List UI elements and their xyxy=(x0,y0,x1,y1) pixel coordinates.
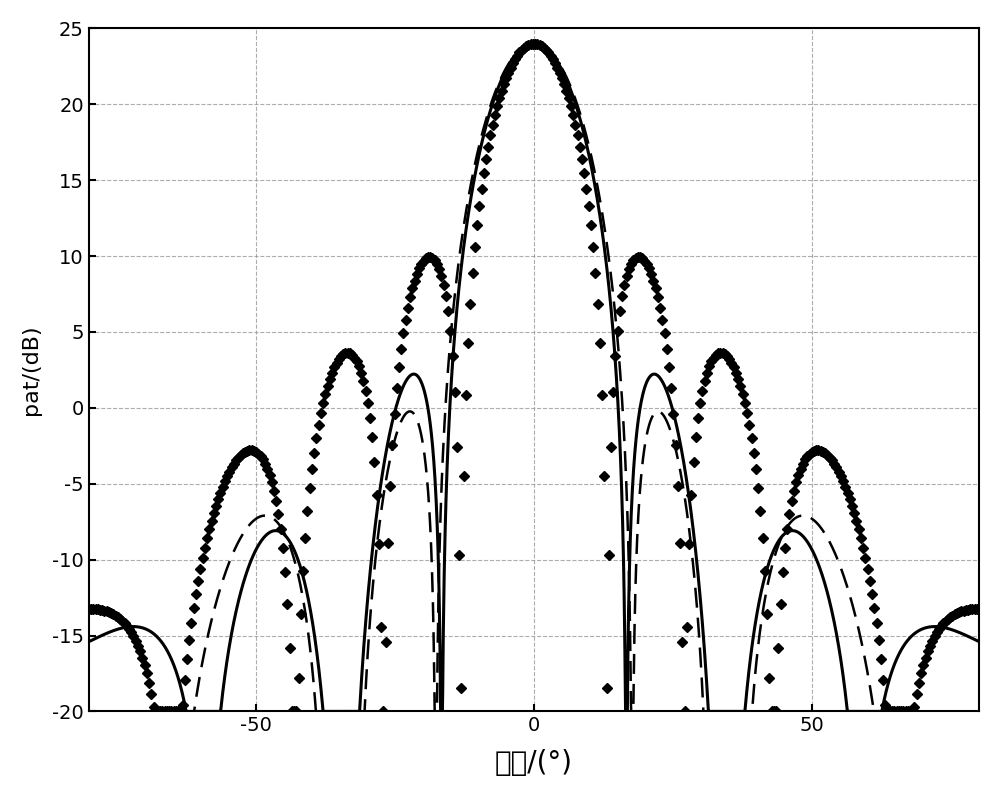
Y-axis label: pat/(dB): pat/(dB) xyxy=(21,325,41,415)
X-axis label: 角度/(°): 角度/(°) xyxy=(495,749,573,777)
